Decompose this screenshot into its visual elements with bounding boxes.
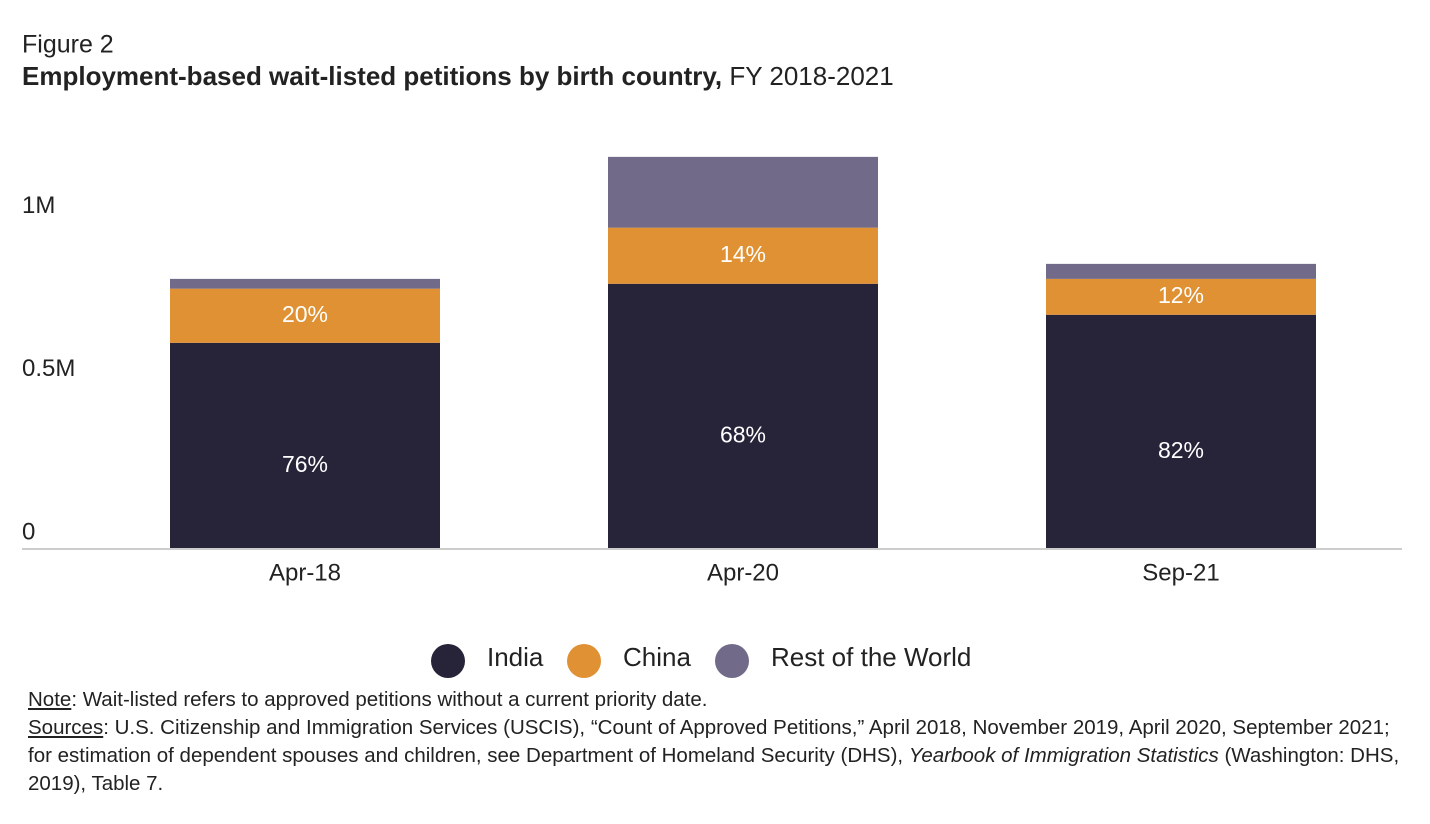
chart-subtitle: FY 2018-2021 [729,61,893,91]
sources-label: Sources [28,716,104,739]
chart-title: Employment-based wait-listed petitions b… [22,61,722,91]
note-label: Note [28,688,72,711]
bar-segment [1046,263,1316,279]
bar-segment [608,227,878,284]
bar-segment [170,278,440,289]
legend-label: India [487,642,544,672]
title-line: Employment-based wait-listed petitions b… [22,61,894,91]
sources-text: : U.S. Citizenship and Immigration Servi… [28,716,1390,767]
segment-label: 14% [720,241,766,267]
legend-label: China [623,642,691,672]
y-tick-label: 0 [22,518,35,545]
sources-text-end: (Washington: DHS, 2019), Table 7. [28,744,1400,795]
segment-label: 76% [282,451,328,477]
sources: Sources: U.S. Citizenship and Immigratio… [28,714,1408,798]
figure-label: Figure 2 [22,31,114,59]
note: Note: Wait-listed refers to approved pet… [28,686,1408,714]
legend-swatch [431,644,465,678]
bar-segment [608,283,878,549]
segment-label: 12% [1158,282,1204,308]
notes: Note: Wait-listed refers to approved pet… [28,686,1408,798]
legend-swatch [567,644,601,678]
y-tick-label: 1M [22,192,55,219]
bar-segment [608,156,878,228]
note-text: : Wait-listed refers to approved petitio… [71,688,708,711]
y-tick-label: 0.5M [22,355,75,382]
segment-label: 68% [720,421,766,447]
bar-segment [1046,314,1316,549]
x-tick-label: Sep-21 [1142,559,1219,586]
x-tick-label: Apr-18 [269,559,341,586]
bar-segment [1046,278,1316,315]
x-tick-label: Apr-20 [707,559,779,586]
sources-italic: Yearbook of Immigration Statistics [908,744,1219,767]
bar-segment [170,288,440,343]
legend-swatch [715,644,749,678]
segment-label: 82% [1158,437,1204,463]
legend-label: Rest of the World [771,642,971,672]
segment-label: 20% [282,301,328,327]
bar-segment [170,342,440,549]
chart: Figure 2 Employment-based wait-listed pe… [22,31,1402,678]
